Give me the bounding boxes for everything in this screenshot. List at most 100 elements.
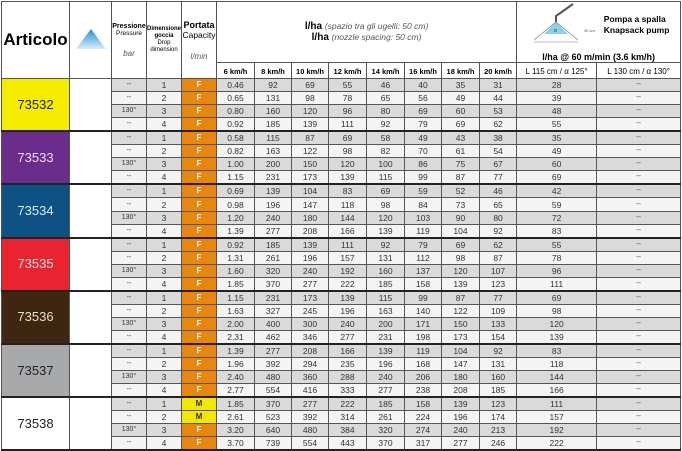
drop-size-cell: F bbox=[181, 223, 217, 239]
angle-cell: -- bbox=[111, 357, 147, 372]
lha-12-cell: 139 bbox=[366, 223, 405, 239]
capacity-cell: 1.15 bbox=[216, 170, 255, 186]
lha-18-cell: 46 bbox=[478, 183, 518, 199]
svg-text:30 cm: 30 cm bbox=[584, 28, 596, 33]
drop-size-cell: F bbox=[181, 197, 217, 212]
pressure-cell: 4 bbox=[146, 170, 182, 186]
lha-16-cell: 49 bbox=[441, 91, 480, 106]
lha-6-cell: 640 bbox=[254, 423, 292, 438]
lha-12-cell: 115 bbox=[366, 290, 405, 305]
pump-115-cell: -- bbox=[596, 343, 682, 359]
logo-spacer bbox=[69, 183, 112, 239]
lha-18-cell: 77 bbox=[478, 290, 518, 305]
lha-10-cell: 166 bbox=[328, 223, 367, 239]
lha-18-cell: 67 bbox=[478, 157, 518, 172]
lha-12-cell: 69 bbox=[366, 183, 405, 199]
logo-spacer bbox=[69, 237, 112, 292]
capacity-cell: 1.63 bbox=[216, 303, 255, 318]
pressure-cell: 3 bbox=[146, 423, 182, 438]
lha-14-cell: 140 bbox=[404, 303, 442, 318]
lha-6-cell: 196 bbox=[254, 197, 292, 212]
angle-cell: -- bbox=[111, 223, 147, 239]
drop-size-cell: F bbox=[181, 157, 217, 172]
lha-14-cell: 69 bbox=[404, 104, 442, 119]
article-code: 73533 bbox=[1, 130, 70, 186]
angle-cell: -- bbox=[111, 117, 147, 133]
lha-16-cell: 69 bbox=[441, 237, 480, 252]
lha-12-cell: 139 bbox=[366, 343, 405, 359]
lha-8-cell: 277 bbox=[291, 396, 329, 412]
lha-14-cell: 238 bbox=[404, 383, 442, 399]
pump-115-cell: -- bbox=[596, 396, 682, 412]
angle-cell: 130° bbox=[111, 263, 147, 278]
lha-8-cell: 245 bbox=[291, 303, 329, 318]
lha-6-cell: 261 bbox=[254, 250, 292, 265]
lha-20-cell: 69 bbox=[516, 170, 598, 186]
drop-size-cell: F bbox=[181, 290, 217, 305]
lha-10-cell: 96 bbox=[328, 104, 367, 119]
pump-115-cell: -- bbox=[596, 104, 682, 119]
speed-header: 20 km/h bbox=[478, 62, 518, 79]
lha-16-cell: 87 bbox=[441, 290, 480, 305]
lha-10-cell: 235 bbox=[328, 357, 367, 372]
lha-20-cell: 49 bbox=[516, 144, 598, 159]
speed-header: 12 km/h bbox=[328, 62, 367, 79]
lha-12-cell: 120 bbox=[366, 210, 405, 225]
lha-6-cell: 200 bbox=[254, 157, 292, 172]
lha-14-cell: 70 bbox=[404, 144, 442, 159]
lha-16-cell: 180 bbox=[441, 370, 480, 385]
lha-20-cell: 96 bbox=[516, 263, 598, 278]
lha-12-cell: 185 bbox=[366, 396, 405, 412]
angle-cell: 130° bbox=[111, 423, 147, 438]
drop-size-cell: F bbox=[181, 263, 217, 278]
lha-8-cell: 300 bbox=[291, 316, 329, 332]
pump-115-cell: -- bbox=[596, 117, 682, 133]
lha-8-cell: 346 bbox=[291, 330, 329, 345]
lha-12-cell: 196 bbox=[366, 357, 405, 372]
lha-8-cell: 480 bbox=[291, 423, 329, 438]
capacity-cell: 0.58 bbox=[216, 130, 255, 146]
speed-header: 10 km/h bbox=[291, 62, 329, 79]
drop-size-cell: F bbox=[181, 436, 217, 451]
nozzle-logo-icon bbox=[75, 29, 106, 49]
lha-14-cell: 171 bbox=[404, 316, 442, 332]
lha-18-cell: 154 bbox=[478, 330, 518, 345]
capacity-header: Portata Capacity l/min bbox=[181, 1, 217, 79]
lha-8-cell: 104 bbox=[291, 183, 329, 199]
pressure-cell: 2 bbox=[146, 250, 182, 265]
lha-16-cell: 277 bbox=[441, 436, 480, 451]
capacity-cell: 1.15 bbox=[216, 290, 255, 305]
capacity-cell: 0.98 bbox=[216, 197, 255, 212]
angle-cell: -- bbox=[111, 330, 147, 345]
lha-16-cell: 60 bbox=[441, 104, 480, 119]
lha-14-cell: 317 bbox=[404, 436, 442, 451]
capacity-cell: 1.31 bbox=[216, 250, 255, 265]
angle-cell: -- bbox=[111, 91, 147, 106]
speed-header: 8 km/h bbox=[254, 62, 292, 79]
lha-6-cell: 400 bbox=[254, 316, 292, 332]
angle-cell: -- bbox=[111, 383, 147, 399]
drop-size-cell: F bbox=[181, 237, 217, 252]
lha-18-cell: 131 bbox=[478, 357, 518, 372]
drop-size-cell: F bbox=[181, 370, 217, 385]
capacity-cell: 0.92 bbox=[216, 237, 255, 252]
lha-8-cell: 120 bbox=[291, 104, 329, 119]
lha-18-cell: 80 bbox=[478, 210, 518, 225]
pump-115-cell: -- bbox=[596, 237, 682, 252]
lha-18-cell: 38 bbox=[478, 130, 518, 146]
pressure-cell: 1 bbox=[146, 343, 182, 359]
article-code: 73537 bbox=[1, 343, 70, 399]
lha-20-cell: 83 bbox=[516, 223, 598, 239]
pressure-cell: 2 bbox=[146, 357, 182, 372]
capacity-cell: 0.82 bbox=[216, 144, 255, 159]
